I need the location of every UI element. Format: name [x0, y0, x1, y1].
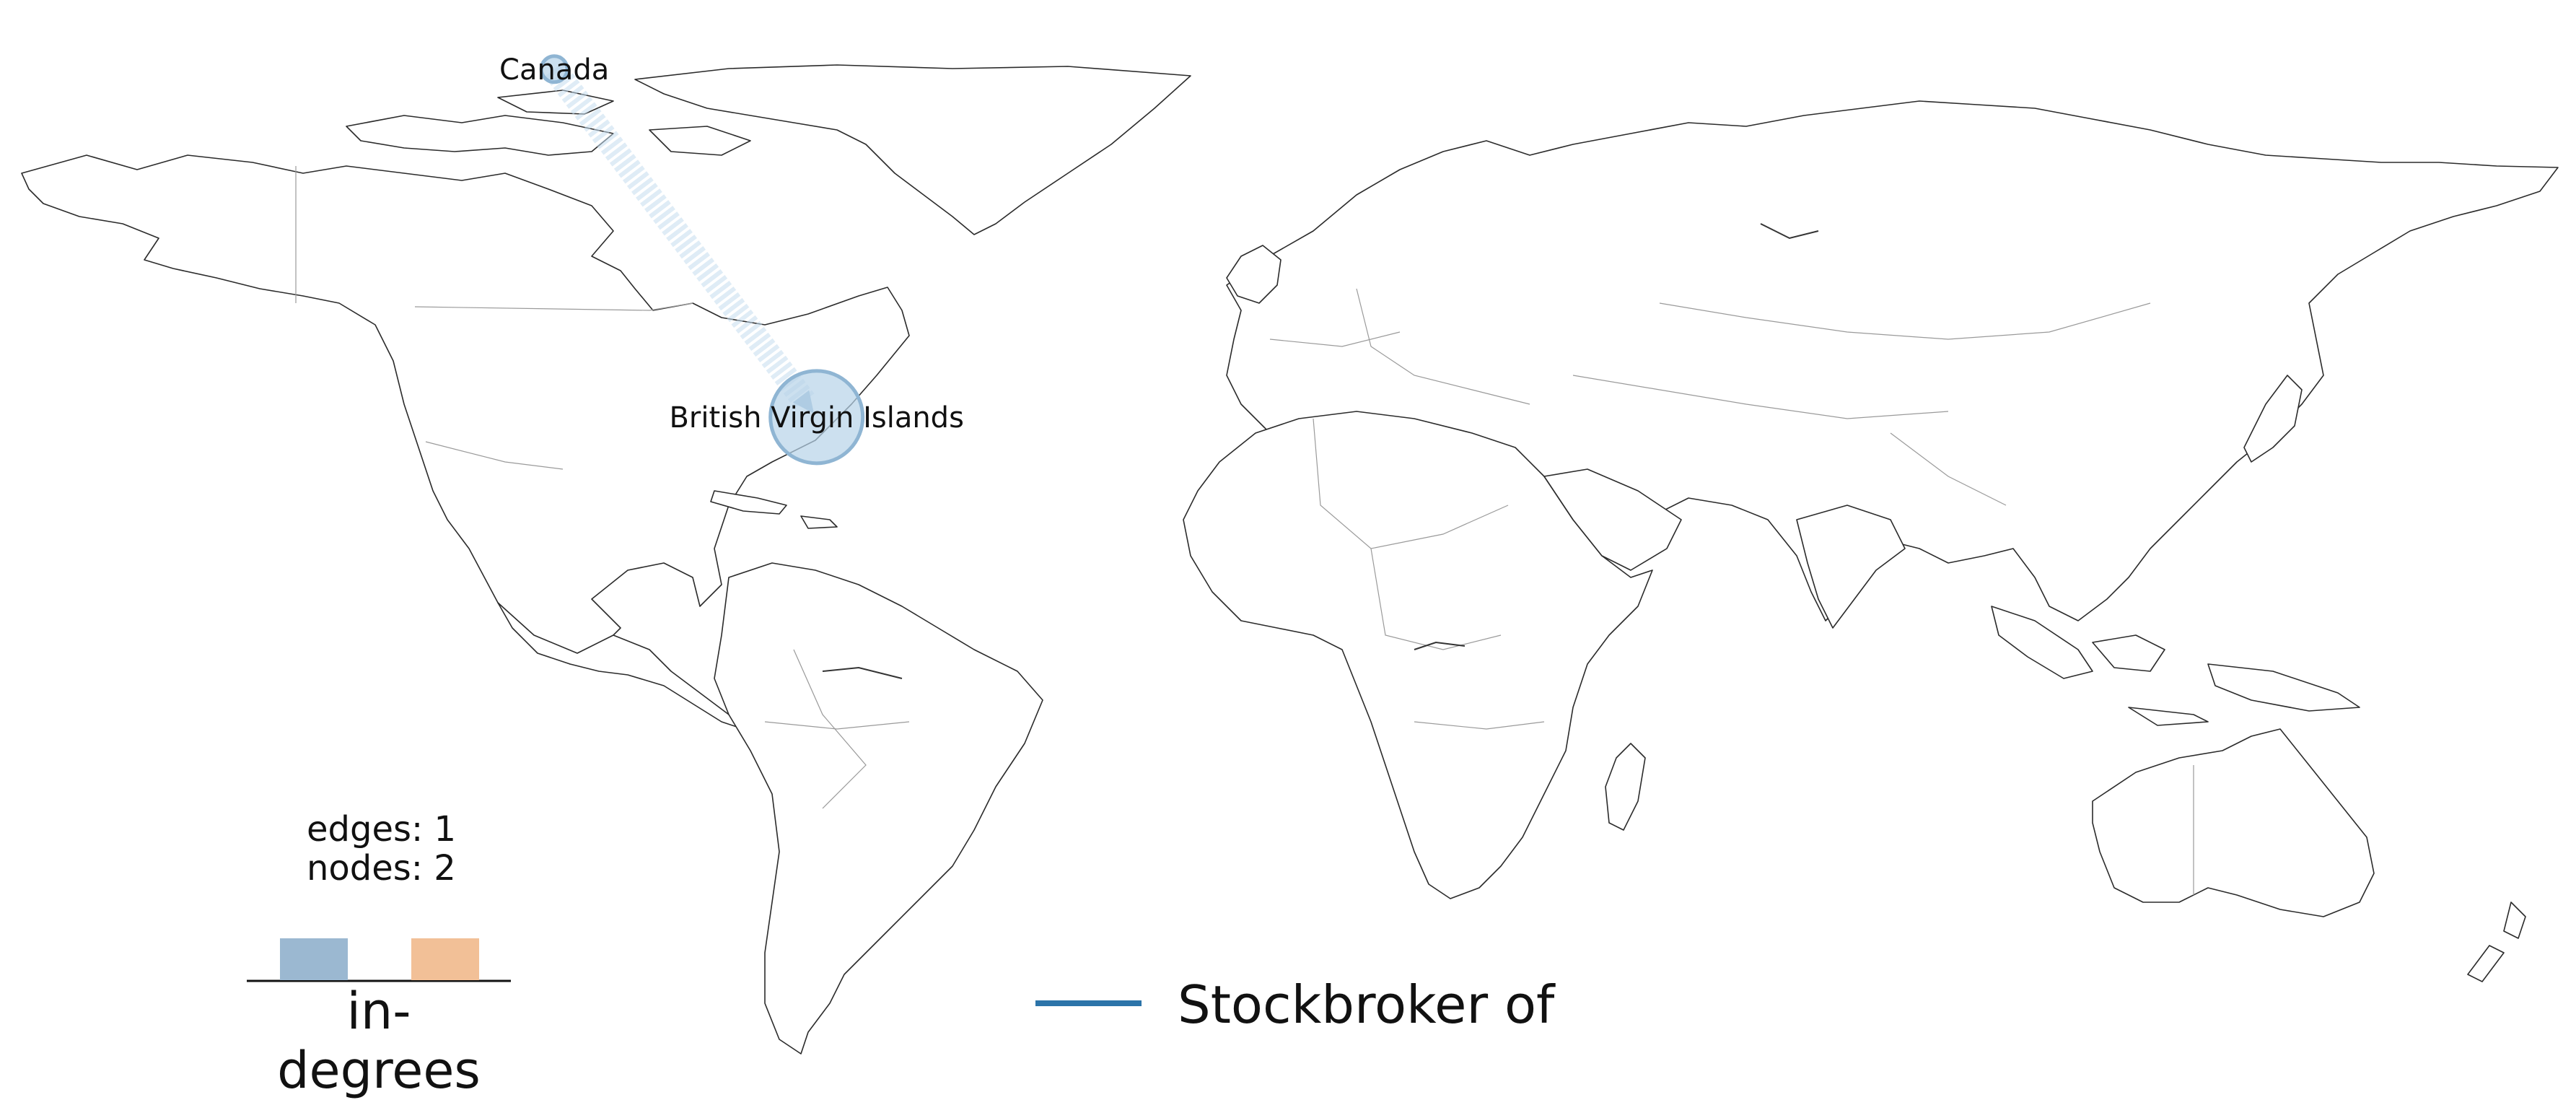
arctic-islands — [346, 90, 751, 156]
caribbean-islands — [710, 490, 838, 529]
british-isles — [1226, 245, 1282, 304]
nodes-count: nodes: 2 — [307, 848, 456, 889]
node-circle[interactable] — [768, 369, 865, 466]
legend-relation-label: Stockbroker of — [1178, 974, 1555, 1035]
land-masses — [21, 64, 2559, 1055]
node-circle[interactable] — [539, 54, 569, 84]
nodes-layer: Canada British Virgin Islands — [499, 53, 964, 466]
north-america-landmass — [21, 154, 910, 665]
south-america-landmass — [714, 562, 1043, 1055]
greenland-landmass — [634, 64, 1191, 235]
legend-graphics — [247, 938, 1142, 1006]
central-america-landmass — [497, 602, 744, 730]
legend-bar-in-degree-blue — [280, 938, 348, 980]
legend-bar-in-degree-orange — [411, 938, 479, 980]
africa-landmass — [1183, 411, 1653, 899]
japan — [2243, 375, 2303, 463]
southeast-asia-islands — [1991, 606, 2360, 726]
edge-line — [544, 61, 815, 409]
madagascar — [1605, 743, 1646, 831]
country-borders — [295, 166, 2194, 895]
node-label: Canada — [499, 53, 609, 87]
new-zealand — [2467, 902, 2526, 982]
indian-subcontinent — [1796, 505, 1906, 629]
legend-title: in-degrees — [277, 982, 481, 1100]
arabian-peninsula — [1543, 468, 1682, 571]
australia-landmass — [2092, 728, 2375, 917]
rivers — [822, 223, 1819, 679]
graph-stats: edges: 1 nodes: 2 — [307, 810, 456, 888]
edges-count: edges: 1 — [307, 809, 456, 850]
node-label: British Virgin Islands — [669, 401, 963, 435]
